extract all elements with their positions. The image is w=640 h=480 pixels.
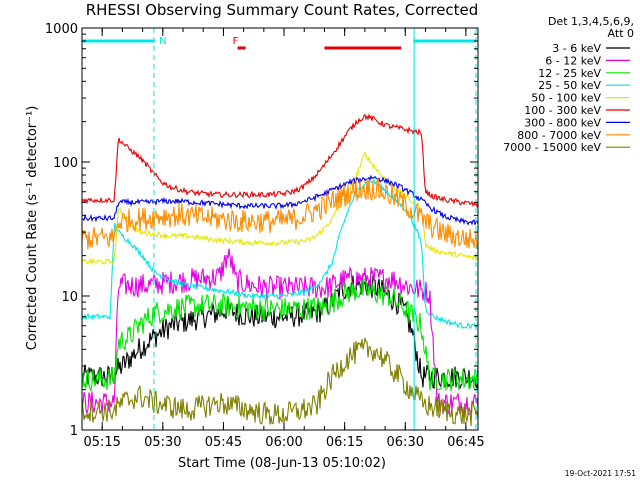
y-axis-label: Corrected Count Rate (s⁻¹ detector⁻¹) [25, 106, 40, 351]
legend-label: 3 - 6 keV [552, 42, 601, 55]
x-axis-label: Start Time (08-Jun-13 05:10:02) [178, 456, 386, 471]
x-tick-label: 05:30 [144, 435, 181, 450]
legend-label: 100 - 300 keV [524, 104, 601, 117]
plot-frame [81, 27, 479, 431]
legend-label: 6 - 12 keV [545, 54, 601, 67]
series-line-6 [81, 174, 479, 226]
legend-label: 50 - 100 keV [531, 92, 601, 105]
legend-label: 7000 - 15000 keV [503, 141, 601, 154]
series-line-8 [81, 337, 479, 427]
x-tick-label: 06:45 [447, 435, 484, 450]
chart-title: RHESSI Observing Summary Count Rates, Co… [86, 1, 479, 19]
x-tick-label: 05:45 [205, 435, 242, 450]
annotation-saa_night: N [159, 36, 166, 47]
y-tick-label: 1 [70, 424, 78, 439]
legend-label: 300 - 800 keV [524, 116, 601, 129]
series-line-3 [81, 178, 479, 330]
series-line-5 [81, 113, 479, 209]
footer-timestamp: 19-Oct-2021 17:51 [565, 469, 636, 478]
legend-header-line: Att 0 [608, 27, 634, 40]
y-tick-label: 1000 [45, 22, 78, 37]
y-tick-label: 100 [53, 156, 78, 171]
annotation-flare: F [233, 36, 239, 47]
legend-label: 800 - 7000 keV [517, 129, 601, 142]
x-tick-label: 06:00 [265, 435, 302, 450]
legend-label: 25 - 50 keV [538, 79, 601, 92]
series-line-1 [81, 248, 479, 416]
x-tick-label: 06:30 [387, 435, 424, 450]
axes: 05:15 05:30 05:45 06:00 06:15 06:30 06:45 1 10 10… [45, 22, 485, 450]
legend-header-line: Det 1,3,4,5,6,9, [548, 15, 634, 28]
series-line-2 [81, 278, 479, 392]
x-tick-label: 05:15 [83, 435, 120, 450]
series-line-4 [81, 150, 479, 266]
y-tick-label: 10 [61, 290, 78, 305]
x-tick-label: 06:15 [326, 435, 363, 450]
series-line-7 [81, 177, 479, 250]
legend-label: 12 - 25 keV [538, 67, 601, 80]
